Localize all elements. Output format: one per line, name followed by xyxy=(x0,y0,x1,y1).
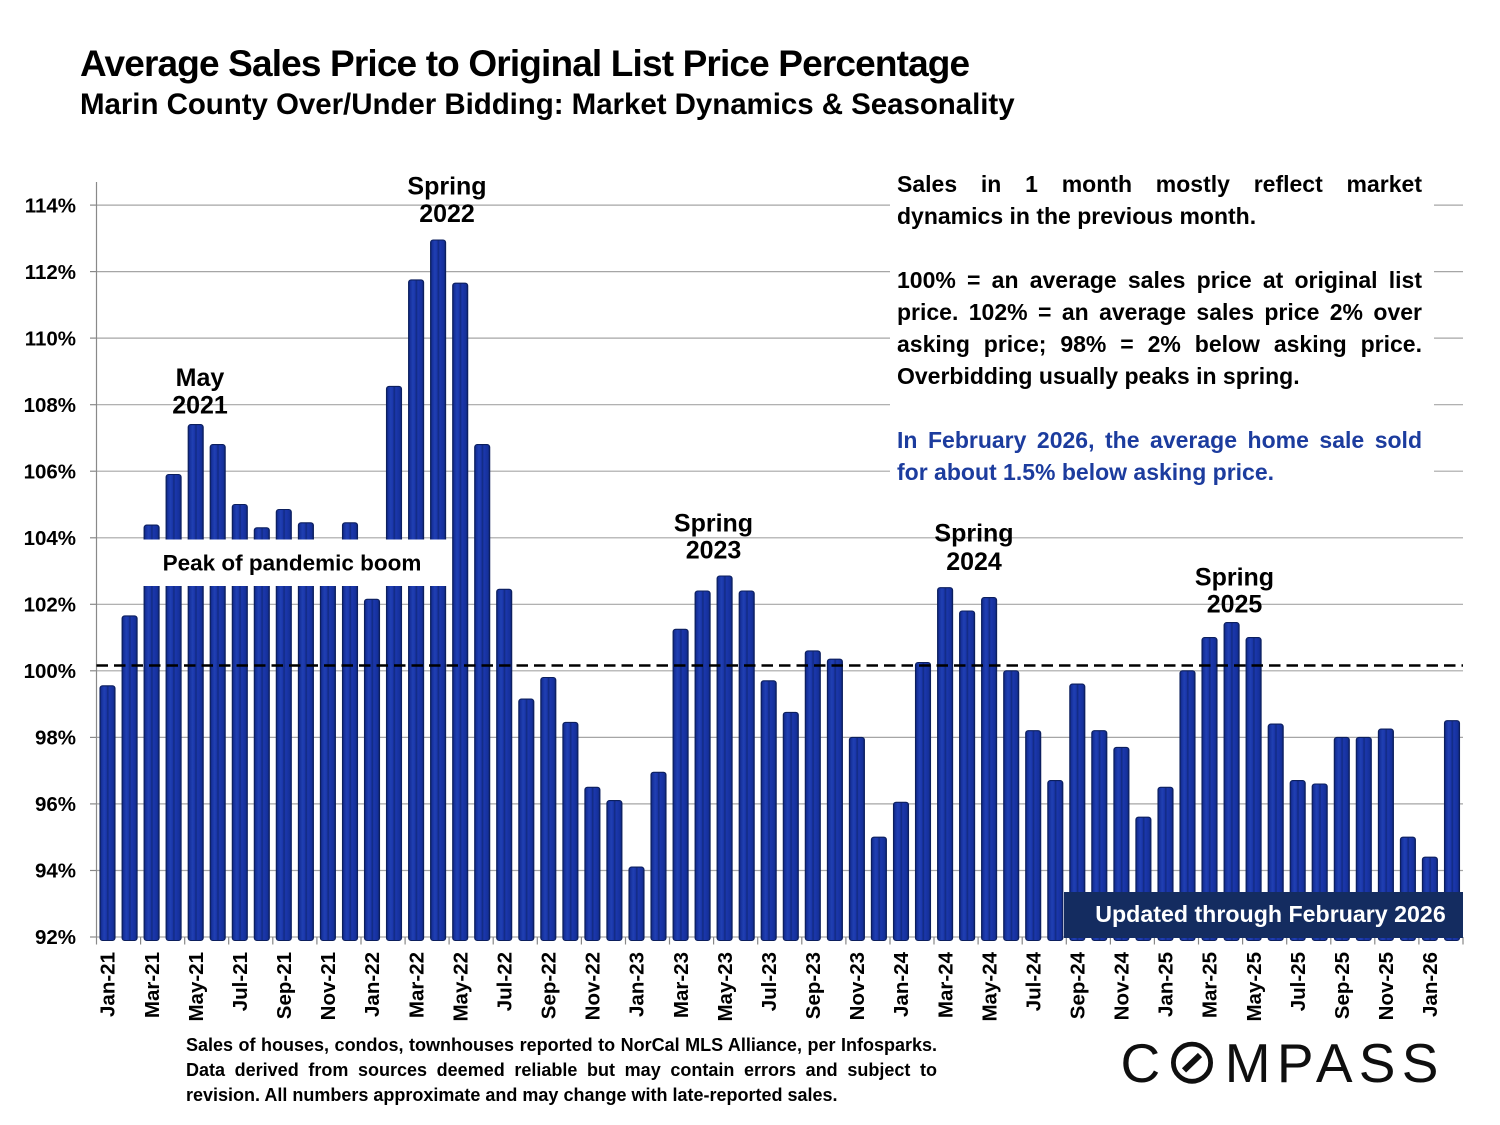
svg-text:2022: 2022 xyxy=(419,200,475,228)
svg-text:Jan-21: Jan-21 xyxy=(97,952,120,1017)
svg-text:Jan-24: Jan-24 xyxy=(890,951,913,1017)
svg-text:Jul-22: Jul-22 xyxy=(493,952,516,1011)
svg-text:Mar-25: Mar-25 xyxy=(1199,952,1222,1018)
svg-text:Nov-23: Nov-23 xyxy=(846,952,869,1020)
svg-text:MPASS: MPASS xyxy=(1225,1037,1445,1089)
svg-text:Mar-24: Mar-24 xyxy=(934,951,957,1018)
svg-text:Jan-23: Jan-23 xyxy=(626,952,649,1017)
svg-text:May-24: May-24 xyxy=(978,951,1001,1021)
svg-text:Sep-22: Sep-22 xyxy=(538,952,561,1019)
svg-text:Sep-21: Sep-21 xyxy=(273,952,296,1019)
svg-text:Jan-25: Jan-25 xyxy=(1155,952,1178,1017)
svg-text:92%: 92% xyxy=(35,926,76,949)
svg-text:2021: 2021 xyxy=(172,392,228,420)
svg-text:Jul-24: Jul-24 xyxy=(1022,951,1045,1011)
svg-text:May-23: May-23 xyxy=(714,952,737,1022)
svg-text:Jul-25: Jul-25 xyxy=(1287,952,1310,1011)
svg-text:Mar-22: Mar-22 xyxy=(405,952,428,1018)
svg-text:96%: 96% xyxy=(35,793,76,816)
svg-text:Sep-23: Sep-23 xyxy=(802,952,825,1019)
svg-text:Mar-23: Mar-23 xyxy=(670,952,693,1018)
svg-text:110%: 110% xyxy=(25,327,76,350)
svg-text:C: C xyxy=(1121,1037,1161,1089)
svg-text:Sep-24: Sep-24 xyxy=(1067,951,1090,1019)
svg-text:May-22: May-22 xyxy=(449,952,472,1022)
svg-text:2025: 2025 xyxy=(1207,591,1263,619)
svg-text:Spring: Spring xyxy=(674,510,753,538)
svg-text:May-25: May-25 xyxy=(1243,952,1266,1022)
svg-text:May: May xyxy=(176,364,225,392)
svg-text:94%: 94% xyxy=(35,860,76,883)
svg-text:Nov-24: Nov-24 xyxy=(1111,951,1134,1020)
svg-text:Nov-21: Nov-21 xyxy=(317,952,340,1020)
svg-text:Jan-22: Jan-22 xyxy=(361,952,384,1017)
svg-text:Spring: Spring xyxy=(407,173,486,201)
svg-text:Nov-25: Nov-25 xyxy=(1375,952,1398,1020)
svg-text:114%: 114% xyxy=(25,194,76,217)
svg-text:May-21: May-21 xyxy=(185,952,208,1022)
svg-text:100%: 100% xyxy=(24,660,76,683)
svg-text:112%: 112% xyxy=(25,261,76,284)
svg-text:Nov-22: Nov-22 xyxy=(582,952,605,1020)
svg-text:Sep-25: Sep-25 xyxy=(1331,952,1354,1019)
svg-text:2024: 2024 xyxy=(946,548,1002,576)
svg-text:2023: 2023 xyxy=(686,537,742,565)
svg-text:104%: 104% xyxy=(24,527,76,550)
svg-text:Jan-26: Jan-26 xyxy=(1419,952,1442,1017)
svg-text:Mar-21: Mar-21 xyxy=(141,952,164,1018)
svg-text:Spring: Spring xyxy=(934,520,1013,548)
svg-text:Jul-23: Jul-23 xyxy=(758,952,781,1011)
svg-text:Peak of pandemic boom: Peak of pandemic boom xyxy=(163,551,422,576)
svg-text:Spring: Spring xyxy=(1195,564,1274,592)
svg-text:Jul-21: Jul-21 xyxy=(229,952,252,1011)
svg-text:102%: 102% xyxy=(24,594,76,617)
svg-text:106%: 106% xyxy=(24,460,76,483)
svg-text:98%: 98% xyxy=(35,727,76,750)
svg-text:108%: 108% xyxy=(24,394,76,417)
